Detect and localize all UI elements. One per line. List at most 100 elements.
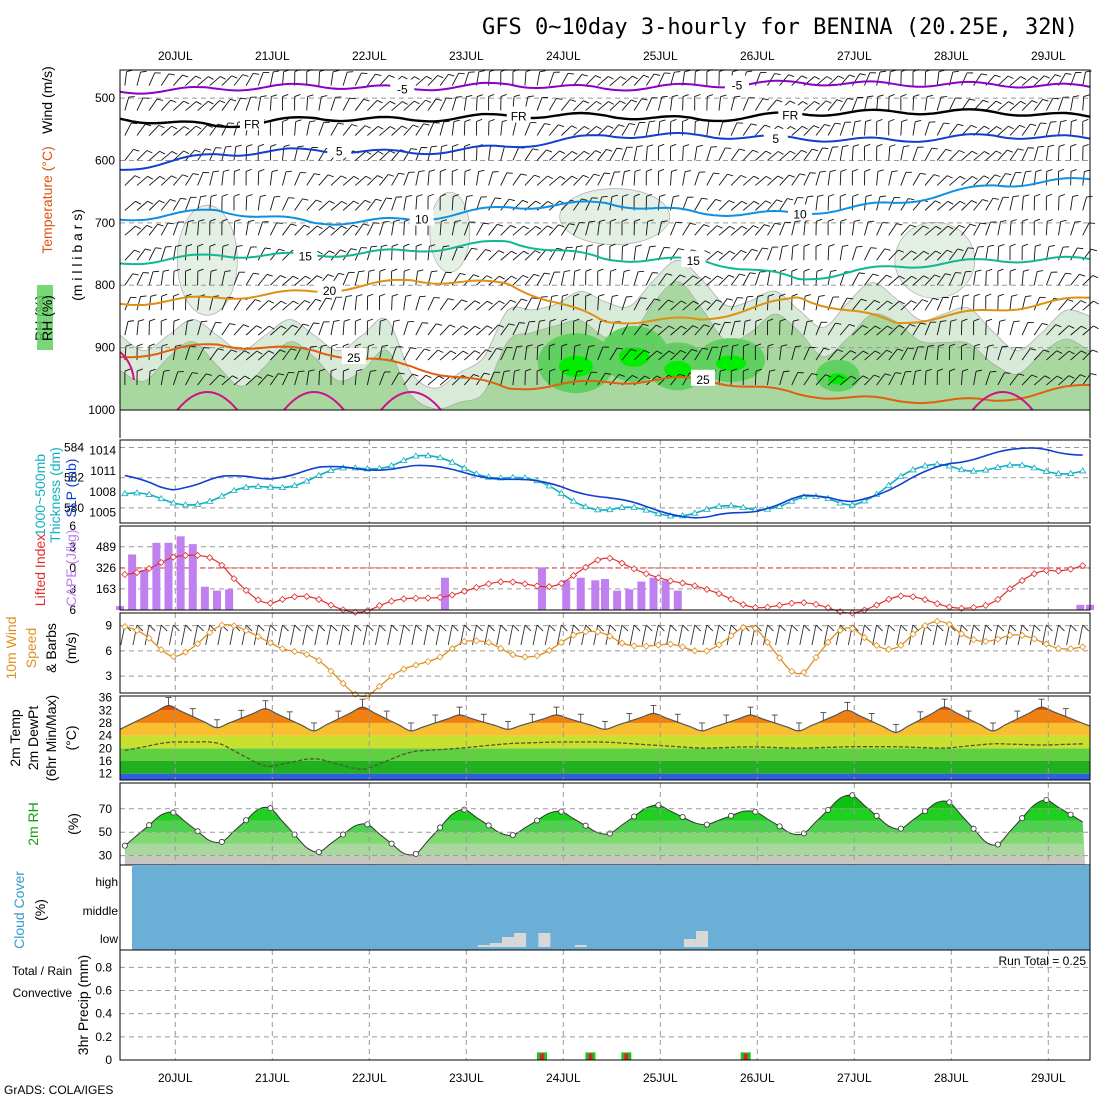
wind-barb	[463, 171, 466, 186]
li-marker	[776, 601, 784, 609]
cape-label: CAPE (J/kg)	[63, 529, 79, 606]
thickness-marker	[169, 499, 178, 506]
wind-barb	[124, 122, 132, 136]
wind-barb	[657, 121, 661, 136]
wind-barb	[936, 200, 949, 211]
wind-barb	[658, 374, 669, 386]
wind-barb-flag	[448, 73, 455, 77]
wind-barb-flag	[246, 194, 253, 197]
wind-barb-flag	[297, 145, 304, 148]
wind-barb	[767, 175, 779, 186]
thickness-marker	[569, 497, 578, 504]
wind-barb	[330, 123, 339, 136]
wind-barb	[500, 198, 510, 211]
wind-barb	[779, 198, 788, 211]
thickness-tick-label: 580	[64, 501, 84, 515]
wind-barb-flag	[802, 125, 808, 130]
wind-barb	[851, 121, 856, 136]
wind-barb-flag	[459, 273, 466, 276]
surface-wind-barb-flag	[767, 624, 774, 632]
wind-barb-flag	[769, 369, 776, 372]
wind-barb-flag	[486, 275, 493, 279]
wind-barb-flag	[161, 318, 167, 322]
wind-barb-flag	[377, 150, 384, 155]
wind-barb	[561, 175, 573, 186]
wind-barb-flag	[368, 343, 375, 347]
surface-wind-barb	[338, 624, 344, 646]
wind-barb-flag	[379, 293, 386, 297]
wind-barb	[585, 197, 593, 211]
wind-barb	[451, 247, 458, 261]
surface-wind-barb-flag	[476, 624, 483, 632]
wind-barb-flag	[556, 247, 563, 250]
surface-wind-barb	[156, 624, 162, 646]
wind-barb	[1058, 97, 1064, 111]
wind-barb	[269, 171, 273, 186]
wind-barb	[609, 296, 613, 311]
wind-barb-flag	[137, 343, 143, 347]
wind-barb-flag	[260, 194, 267, 197]
wind-barb	[961, 371, 963, 386]
wind-barb-flag	[634, 218, 641, 222]
temperature-frame	[119, 695, 1091, 781]
wind-barb	[621, 147, 628, 161]
surface-wind-barb-flag	[330, 624, 338, 632]
wind-barb	[500, 146, 505, 161]
wind-barb-flag	[495, 197, 502, 200]
wind-barb-flag	[915, 369, 922, 372]
wind-barb	[694, 198, 703, 211]
wind-barb-flag	[561, 343, 568, 347]
wind-barb-flag	[425, 374, 432, 379]
wind-speed-marker	[897, 641, 905, 649]
li-marker	[181, 551, 190, 559]
rh-marker	[922, 808, 929, 815]
wind-barb	[185, 75, 197, 86]
wind-barb	[888, 171, 893, 186]
wind-barb-flag	[429, 169, 436, 172]
wind-barb-flag	[765, 150, 772, 155]
wind-barb-flag	[377, 125, 384, 130]
wind-barb-flag	[561, 318, 568, 322]
wind-barb-flag	[874, 350, 881, 355]
wind-barb-flag	[328, 250, 335, 254]
wind-barb-flag	[539, 70, 546, 73]
wind-barb-flag	[814, 101, 820, 105]
wind-barb-flag	[562, 369, 569, 372]
rh-marker	[800, 830, 807, 837]
wind-axis-label: (m/s)	[63, 632, 79, 664]
isotherm-line	[119, 239, 1091, 281]
wind-barb	[148, 125, 160, 136]
wind-barb-flag	[854, 219, 861, 222]
wind-barb	[779, 371, 784, 386]
wind-barb	[948, 248, 958, 261]
precip-frame	[119, 949, 1091, 1061]
wind-barb	[645, 146, 648, 161]
wind-barb-flag	[830, 269, 837, 272]
cape-bar	[613, 590, 622, 610]
wind-barb	[548, 296, 553, 311]
rh-axis-label: 2m RH	[25, 802, 41, 846]
wind-barb	[670, 222, 677, 236]
wind-barb-flag	[779, 318, 786, 322]
wind-barb	[439, 121, 445, 136]
wind-barb-flag	[173, 318, 180, 322]
wind-barb	[233, 74, 244, 86]
wind-barb-flag	[836, 99, 843, 102]
wind-speed-marker	[1018, 631, 1026, 639]
wind-barb	[536, 175, 548, 186]
wind-barb	[439, 74, 449, 86]
wind-barb-flag	[464, 143, 471, 147]
wind-barb	[136, 71, 141, 86]
wind-barb-flag	[876, 118, 883, 122]
wind-barb-flag	[685, 170, 692, 173]
wind-barb-flag	[256, 375, 263, 379]
thickness-marker	[230, 486, 238, 493]
wind-barb-flag	[504, 370, 511, 372]
wind-barb	[282, 223, 292, 236]
wind-barb	[209, 100, 220, 111]
wind-barb	[936, 249, 948, 261]
rh-marker	[243, 817, 250, 824]
wind-barb	[827, 123, 836, 136]
wind-speed-marker	[1079, 643, 1087, 651]
